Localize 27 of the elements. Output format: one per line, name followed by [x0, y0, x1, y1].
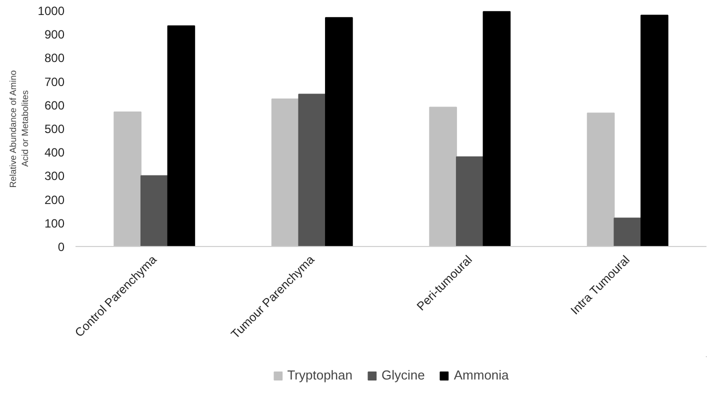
- y-tick-label: 100: [44, 216, 65, 230]
- bar: [298, 94, 326, 246]
- y-tick-label: 1000: [38, 4, 65, 18]
- y-tick-label: 900: [44, 28, 65, 42]
- bar: [586, 112, 615, 246]
- bar: [640, 14, 668, 246]
- bar: [167, 25, 196, 246]
- legend-label: Glycine: [382, 368, 425, 382]
- bar: [482, 11, 511, 246]
- y-tick-label: 500: [44, 122, 65, 136]
- bar: [429, 106, 457, 246]
- y-tick-label: 0: [58, 240, 65, 254]
- y-tick-label: 600: [44, 98, 65, 112]
- bar: [614, 218, 642, 246]
- bar: [325, 17, 353, 246]
- y-tick-label: 400: [44, 146, 65, 160]
- y-tick-label: 800: [44, 51, 65, 66]
- bar: [140, 175, 168, 246]
- y-tick-label: 700: [44, 74, 65, 89]
- bar: [456, 156, 484, 246]
- y-axis-title: Relative Abundance of Amino Acid or Metabolites: [8, 70, 30, 188]
- y-tick-label: 300: [44, 169, 65, 184]
- bar: [114, 111, 142, 246]
- bar: [271, 98, 300, 246]
- legend-label: Ammonia: [454, 368, 509, 382]
- y-tick-label: 200: [44, 192, 65, 207]
- legend-label: Tryptophan: [287, 368, 352, 382]
